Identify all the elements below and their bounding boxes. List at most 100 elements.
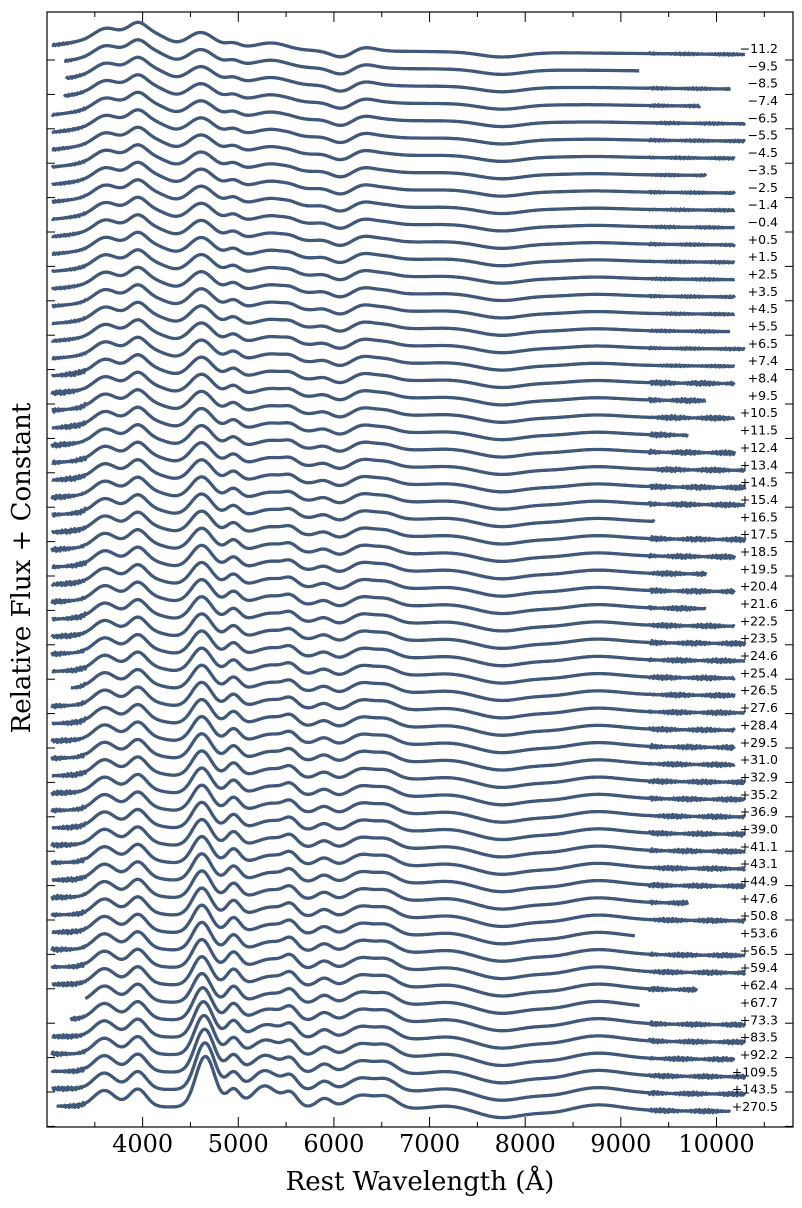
x-tick-label: 5000: [208, 1130, 269, 1158]
spectrum-line: [51, 388, 736, 424]
spectrum-line: [50, 817, 747, 859]
phase-label: +13.4: [740, 457, 778, 472]
phase-label: −8.5: [748, 76, 778, 91]
phase-label: −4.5: [748, 145, 778, 160]
spectrum-line: [51, 300, 731, 337]
x-tick-label: 8000: [495, 1130, 556, 1158]
spectrum-line: [50, 920, 746, 963]
phase-label: +35.2: [740, 787, 778, 802]
spectrum-line: [63, 38, 640, 77]
spectrum-line: [50, 318, 746, 355]
spectrum-line: [51, 852, 747, 894]
spectrum-line: [50, 714, 736, 755]
spectrum-line: [50, 143, 708, 181]
spectrum-line: [84, 971, 641, 1015]
spectrum-line: [50, 90, 747, 129]
phase-label: +109.5: [732, 1064, 778, 1079]
spectrum-line: [51, 440, 747, 477]
phase-label: +83.5: [740, 1030, 778, 1045]
phase-label: +43.1: [740, 856, 778, 871]
phase-label: +6.5: [748, 336, 778, 351]
phase-label: +14.5: [740, 475, 778, 490]
spectrum-line: [50, 766, 747, 807]
phase-label: +56.5: [740, 943, 778, 958]
spectrum-line: [50, 560, 736, 598]
phase-label: +27.6: [740, 700, 778, 715]
spectrum-line: [50, 629, 746, 668]
spectra-lines: [50, 20, 747, 1120]
spectrum-line: [51, 405, 690, 442]
phase-label: +4.5: [748, 301, 778, 316]
spectrum-line: [50, 1013, 736, 1068]
phase-label: +8.4: [748, 371, 778, 386]
phase-label: −9.5: [748, 58, 778, 73]
spectrum-line: [50, 195, 736, 233]
phase-label: −5.5: [748, 128, 778, 143]
phase-label: +3.5: [748, 284, 778, 299]
spectrum-line: [51, 458, 747, 494]
phase-label: +16.5: [740, 509, 778, 524]
spectrum-line: [51, 646, 736, 685]
phase-label: +67.7: [740, 995, 778, 1010]
phase-label: +39.0: [740, 821, 778, 836]
spectrum-line: [51, 903, 636, 946]
spectrum-line: [50, 248, 736, 285]
spectrum-line: [51, 1041, 747, 1102]
phase-label: +23.5: [740, 631, 778, 646]
phase-label: +59.4: [740, 960, 778, 975]
phase-label: +12.4: [740, 440, 778, 455]
spectrum-line: [50, 1027, 747, 1085]
phase-label: +36.9: [740, 804, 778, 819]
plot-frame: [46, 11, 794, 1128]
phase-label: −3.5: [748, 162, 778, 177]
spectrum-line: [50, 937, 747, 981]
phase-label: +24.6: [740, 648, 778, 663]
x-tick-label: 10000: [678, 1130, 754, 1158]
phase-label: +41.1: [740, 839, 778, 854]
spectrum-line: [51, 160, 737, 198]
phase-label: +32.9: [740, 769, 778, 784]
phase-label: +2.5: [748, 266, 778, 281]
phase-label: −6.5: [748, 110, 778, 125]
x-tick-label: 9000: [590, 1130, 651, 1158]
phase-label: +1.5: [748, 249, 778, 264]
phase-label: −11.2: [740, 41, 778, 56]
spectrum-line: [62, 73, 702, 111]
spectrum-line: [50, 475, 746, 511]
spectrum-line: [50, 834, 747, 876]
spectrum-line: [70, 663, 736, 703]
spectrum-line: [50, 680, 746, 720]
phase-label: +73.3: [740, 1012, 778, 1027]
spectrum-line: [50, 526, 737, 564]
phase-labels: −11.2 −9.5 −8.5 −7.4 −6.5 −5.5 −4.5 −3.5 −2.5 −1.…: [732, 41, 778, 1114]
spectrum-line: [50, 783, 747, 824]
spectrum-line: [51, 230, 736, 268]
phase-label: +0.5: [748, 232, 778, 247]
spectrum-line: [51, 800, 747, 842]
phase-label: +7.4: [748, 353, 778, 368]
spectrum-line: [51, 697, 736, 737]
spectrum-line: [51, 1000, 747, 1050]
phase-label: +21.6: [740, 596, 778, 611]
phase-label: +62.4: [740, 978, 778, 993]
spectrum-line: [51, 20, 746, 59]
phase-label: +44.9: [740, 874, 778, 889]
spectrum-line: [50, 732, 736, 772]
spectrum-line: [51, 749, 747, 790]
phase-label: +5.5: [748, 319, 778, 334]
spectrum-line: [56, 1054, 732, 1120]
spectrum-line: [50, 886, 747, 929]
spectrum-line: [51, 283, 736, 320]
phase-label: +20.4: [740, 579, 778, 594]
spectrum-line: [50, 423, 737, 459]
phase-label: +50.8: [740, 908, 778, 923]
phase-label: +28.4: [740, 717, 778, 732]
phase-label: −2.5: [748, 180, 778, 195]
spectrum-line: [50, 509, 747, 546]
spectrum-line: [51, 125, 736, 164]
y-axis-label: Relative Flux + Constant: [7, 402, 37, 733]
phase-label: +17.5: [740, 527, 778, 542]
phase-label: −1.4: [748, 197, 778, 212]
spectrum-line: [50, 577, 707, 616]
